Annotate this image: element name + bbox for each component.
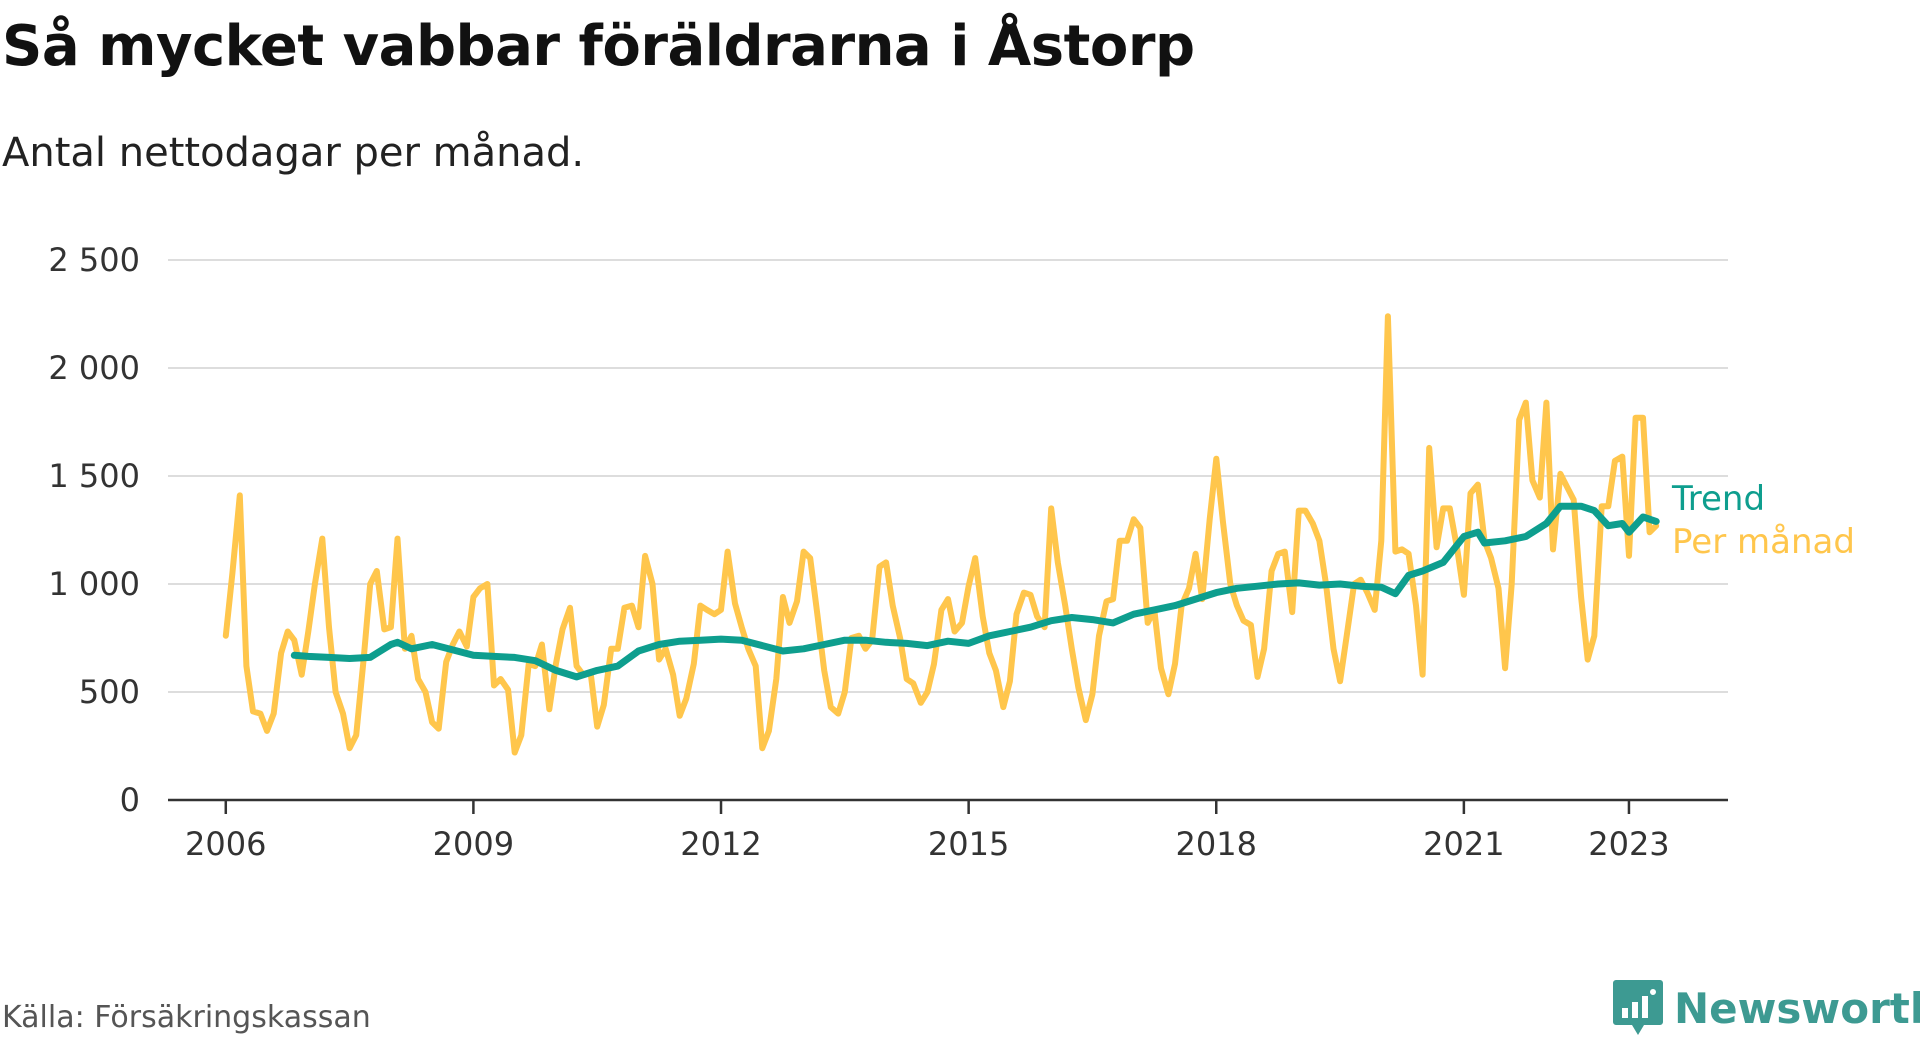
- y-tick-label: 500: [79, 673, 140, 711]
- series-line-trend: [290, 502, 1660, 681]
- x-tick-label: 2021: [1423, 825, 1504, 863]
- series-label-per-manad: Per månad: [1672, 522, 1855, 562]
- x-tick-label: 2012: [680, 825, 761, 863]
- x-axis: 2006 2009 2012 2015 2018 2021 2023: [168, 798, 1728, 863]
- y-tick-label: 2 000: [48, 349, 140, 387]
- y-tick-label: 1 500: [48, 457, 140, 495]
- chart-title: Så mycket vabbar föräldrarna i Åstorp: [2, 14, 1195, 79]
- brand-logo: Newsworthy: [1612, 978, 1920, 1038]
- x-tick-label: 2015: [928, 825, 1009, 863]
- series-label-trend: Trend: [1671, 479, 1765, 519]
- brand-name: Newsworthy: [1674, 983, 1920, 1033]
- y-tick-label: 2 500: [48, 241, 140, 279]
- x-tick-label: 2023: [1588, 825, 1669, 863]
- newsworthy-logo-icon: [1613, 980, 1663, 1035]
- x-tick-label: 2018: [1176, 825, 1257, 863]
- x-tick-label: 2006: [185, 825, 266, 863]
- series-lines: [222, 313, 1660, 756]
- line-chart: 0 500 1 000 1 500 2 000 2 500 2006 2009 2012 201…: [48, 241, 1855, 863]
- series-line-per-manad: [222, 313, 1660, 756]
- y-axis-ticks: 0 500 1 000 1 500 2 000 2 500: [48, 241, 140, 819]
- y-tick-label: 1 000: [48, 565, 140, 603]
- x-tick-label: 2009: [433, 825, 514, 863]
- y-tick-label: 0: [120, 781, 140, 819]
- source-note: Källa: Försäkringskassan: [2, 1000, 371, 1035]
- chart-subtitle: Antal nettodagar per månad.: [2, 130, 585, 176]
